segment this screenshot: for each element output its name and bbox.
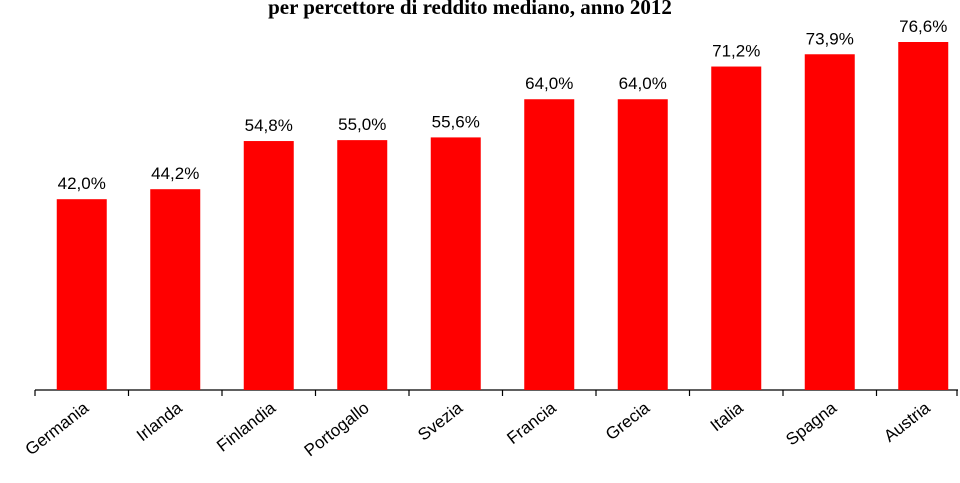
bar: [56, 199, 107, 390]
data-label: 76,6%: [899, 17, 947, 36]
x-tick-label: Spagna: [782, 398, 840, 449]
x-tick-label: Portogallo: [301, 398, 373, 460]
data-label: 54,8%: [245, 116, 293, 135]
bar: [617, 99, 668, 390]
x-tick-label: Italia: [707, 398, 747, 435]
bar: [711, 66, 762, 390]
data-label: 44,2%: [151, 164, 199, 183]
data-label: 73,9%: [806, 29, 854, 48]
x-tick-label: Irlanda: [133, 398, 186, 445]
x-tick-label: Austria: [880, 398, 934, 446]
bar: [804, 54, 855, 390]
data-label: 64,0%: [619, 74, 667, 93]
bar: [430, 137, 481, 390]
data-label: 42,0%: [58, 174, 106, 193]
data-label: 55,6%: [432, 112, 480, 131]
chart-title: per percettore di reddito mediano, anno …: [268, 0, 672, 19]
x-tick-label: Svezia: [414, 398, 466, 445]
bar: [150, 189, 201, 390]
bar: [524, 99, 575, 390]
x-tick-label: Finlandia: [213, 398, 279, 456]
x-tick-label: Germania: [22, 398, 93, 459]
data-label: 71,2%: [712, 42, 760, 61]
bar: [243, 141, 294, 390]
bar: [898, 42, 949, 390]
x-tick-label: Grecia: [602, 398, 654, 444]
x-tick-label: Francia: [503, 398, 560, 448]
bar: [337, 140, 388, 390]
data-label: 64,0%: [525, 74, 573, 93]
data-label: 55,0%: [338, 115, 386, 134]
